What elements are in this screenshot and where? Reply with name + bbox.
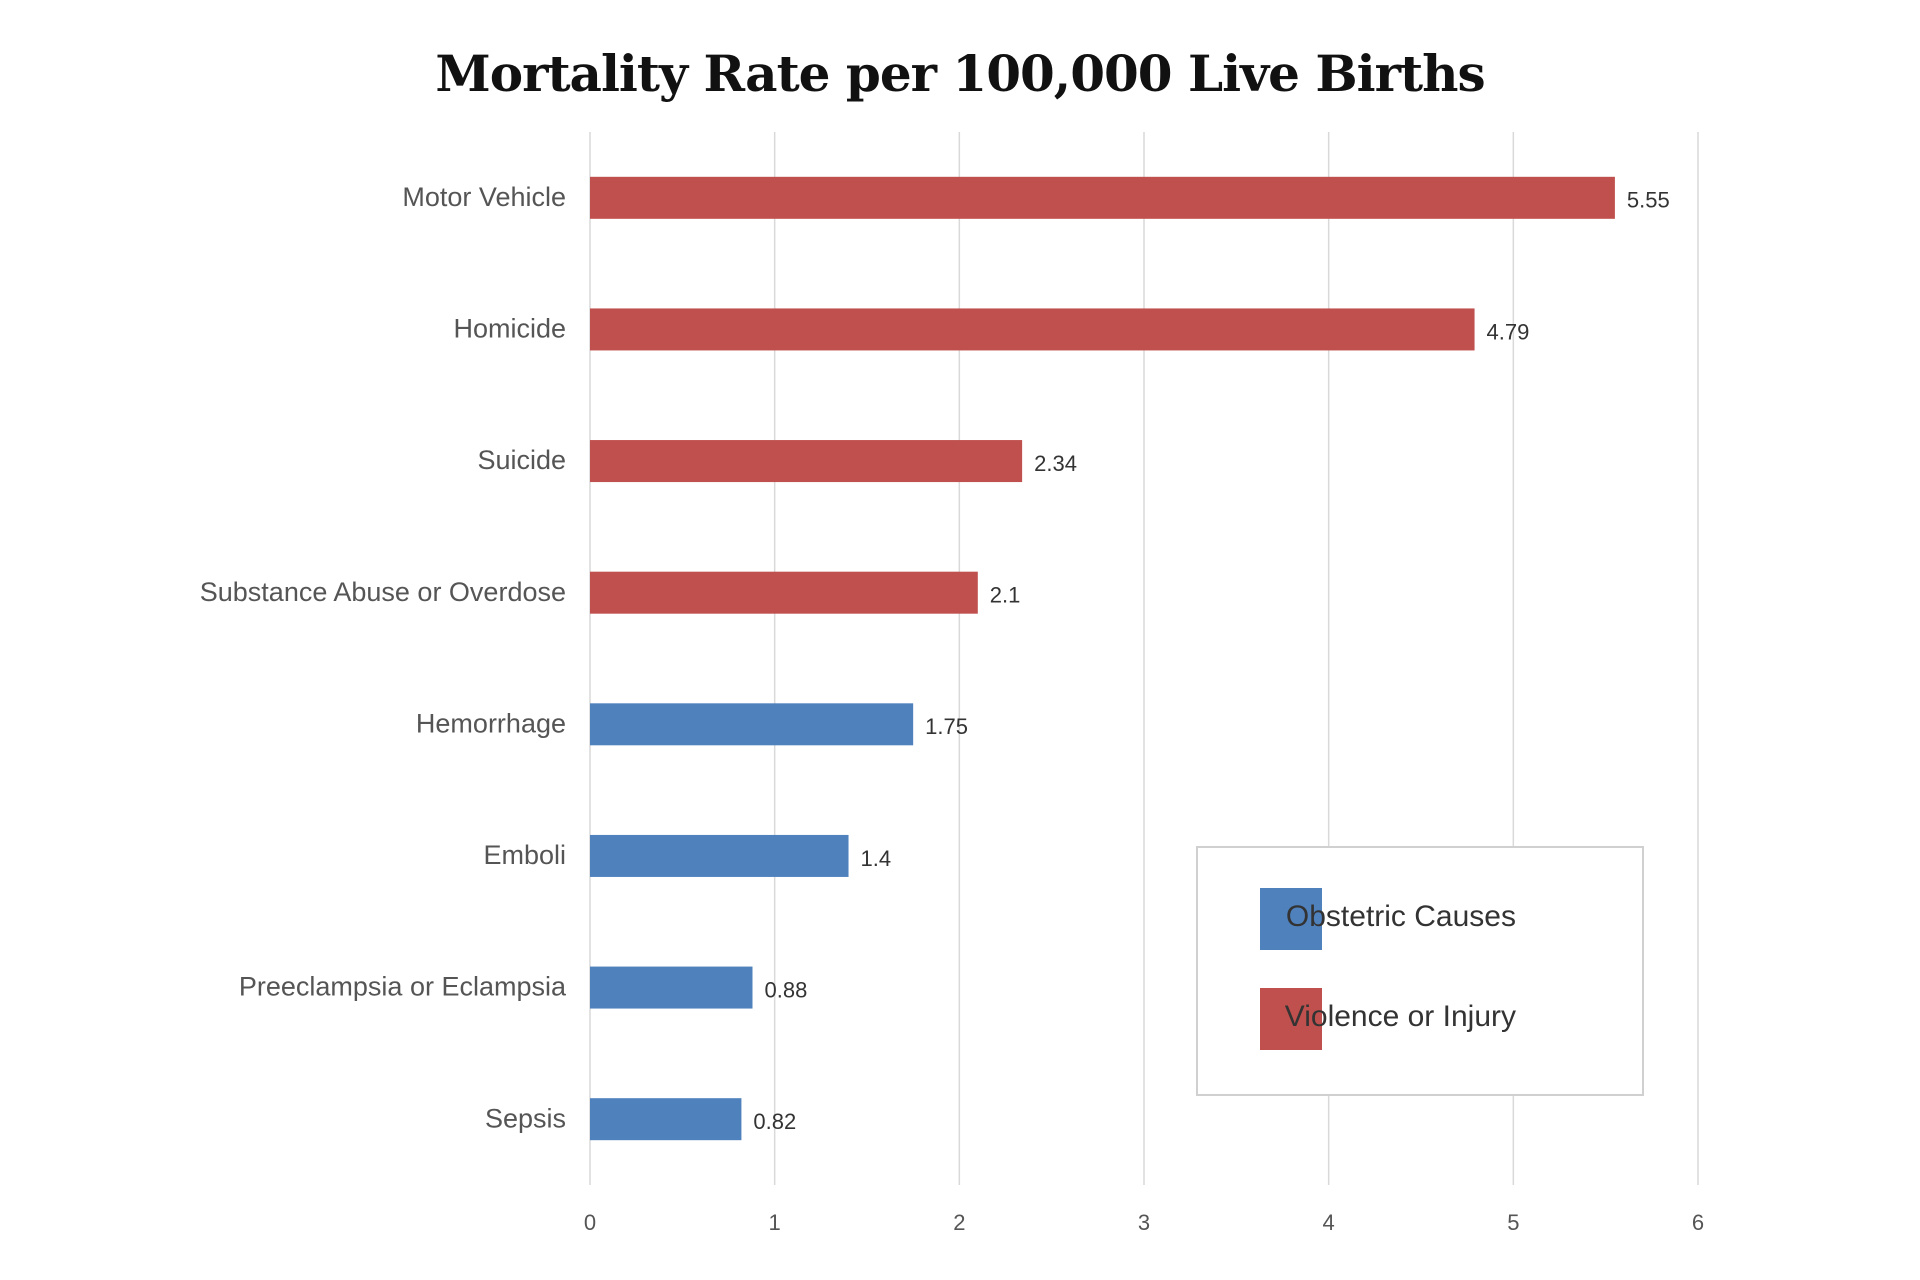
value-label-suicide: 2.34 (1034, 451, 1077, 476)
x-tick-label-5: 5 (1507, 1210, 1519, 1235)
bar-homicide (590, 308, 1475, 351)
legend-swatch-violence (1260, 988, 1322, 1050)
legend-item-violence (1260, 988, 1322, 1050)
x-tick-label-0: 0 (584, 1210, 596, 1235)
value-label-sepsis: 0.82 (753, 1109, 796, 1134)
category-label-substance-abuse-or-overdose: Substance Abuse or Overdose (200, 577, 566, 607)
value-label-substance-abuse-or-overdose: 2.1 (990, 583, 1021, 608)
bars (590, 176, 1615, 1141)
x-tick-label-3: 3 (1138, 1210, 1150, 1235)
value-label-emboli: 1.4 (861, 846, 892, 871)
bar-hemorrhage (590, 703, 914, 746)
legend: Obstetric Causes Violence or Injury (1196, 846, 1644, 1096)
value-labels: 5.55 4.79 2.34 2.1 1.75 1.4 0.88 0.82 (753, 188, 1669, 1134)
category-label-homicide: Homicide (453, 314, 566, 344)
bar-emboli (590, 834, 849, 877)
legend-item-obstetric (1260, 888, 1322, 950)
bar-substance-abuse-or-overdose (590, 571, 978, 614)
category-label-sepsis: Sepsis (485, 1103, 566, 1133)
value-label-homicide: 4.79 (1487, 319, 1530, 344)
bar-suicide (590, 440, 1023, 483)
legend-label-obstetric: Obstetric Causes (1285, 900, 1516, 933)
bar-sepsis (590, 1098, 742, 1141)
value-label-hemorrhage: 1.75 (925, 714, 968, 739)
x-tick-label-4: 4 (1323, 1210, 1335, 1235)
category-label-motor-vehicle: Motor Vehicle (402, 182, 566, 212)
x-tick-label-2: 2 (953, 1210, 965, 1235)
category-label-suicide: Suicide (477, 445, 566, 475)
legend-swatch-obstetric (1260, 888, 1322, 950)
x-tick-label-1: 1 (769, 1210, 781, 1235)
category-label-preeclampsia-or-eclampsia: Preeclampsia or Eclampsia (239, 972, 567, 1002)
legend-label-violence: Violence or Injury (1284, 1000, 1516, 1033)
x-tick-label-6: 6 (1692, 1210, 1704, 1235)
bar-motor-vehicle (590, 176, 1615, 219)
bar-preeclampsia-or-eclampsia (590, 966, 753, 1009)
x-axis-ticks: 0 1 2 3 4 5 6 (584, 1210, 1704, 1235)
category-label-hemorrhage: Hemorrhage (416, 708, 566, 738)
category-labels: Motor Vehicle Homicide Suicide Substance Ab… (200, 182, 567, 1133)
value-label-motor-vehicle: 5.55 (1627, 188, 1670, 213)
chart-title: Mortality Rate per 100,000 Live Births (435, 44, 1485, 103)
value-label-preeclampsia-or-eclampsia: 0.88 (765, 977, 808, 1002)
category-label-emboli: Emboli (483, 840, 566, 870)
